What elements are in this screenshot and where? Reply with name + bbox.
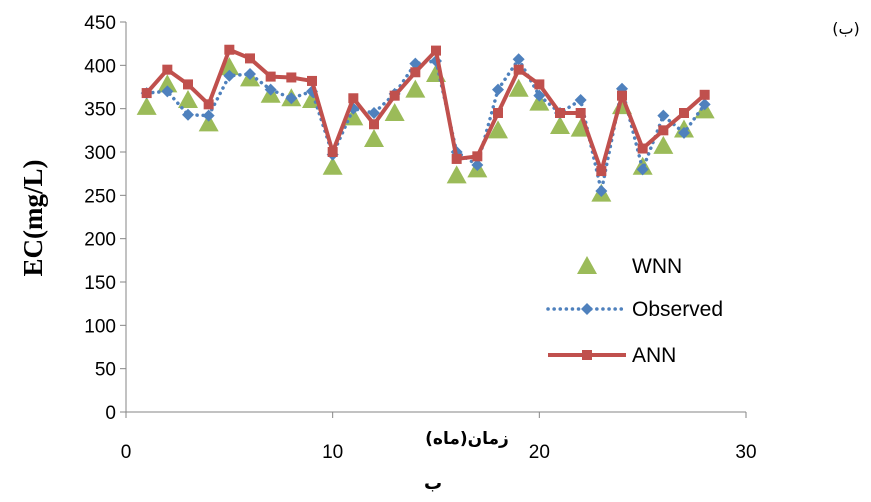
legend-marker-wnn (577, 256, 597, 274)
ann-point (183, 79, 193, 90)
x-tick-label: 30 (735, 442, 756, 463)
wnn-point (508, 78, 529, 97)
ann-point (141, 88, 152, 99)
legend-label-wnn: WNN (632, 255, 682, 278)
observed-point (471, 159, 484, 171)
observed-point (657, 109, 670, 122)
axes: 0 50 100 150 200 250 300 350 400 450 0 10 20 30 (84, 13, 756, 463)
ann-point (431, 45, 441, 56)
ann-point (472, 151, 483, 162)
observed-point (202, 109, 215, 122)
ann-point (265, 71, 276, 82)
y-tick-label: 300 (84, 143, 116, 164)
ann-point (493, 108, 503, 118)
observed-point (161, 85, 174, 98)
panel-label: (ب) (832, 19, 860, 38)
observed-point (182, 108, 194, 121)
series-wnn (136, 57, 715, 202)
ann-point (327, 147, 338, 157)
series-observed (140, 53, 711, 197)
observed-point (533, 89, 546, 102)
ann-point (658, 125, 669, 136)
y-axis-label: EC(mg/L) (18, 160, 48, 277)
ann-point (534, 79, 545, 90)
ann-point (451, 153, 462, 164)
figure-caption: ب (424, 473, 442, 494)
ann-point (162, 64, 173, 75)
ann-point (679, 108, 689, 118)
y-tick-label: 150 (84, 273, 116, 294)
legend-marker-ann (582, 350, 592, 360)
observed-point (285, 92, 298, 105)
wnn-point (219, 57, 240, 76)
y-tick-label: 400 (84, 56, 116, 77)
observed-point (368, 107, 380, 119)
observed-point (244, 68, 256, 80)
wnn-point (550, 116, 570, 134)
ann-point (348, 93, 359, 104)
wnn-point (488, 120, 508, 139)
y-tick-label: 100 (84, 316, 116, 337)
y-tick-label: 0 (105, 403, 116, 424)
wnn-point (322, 156, 343, 175)
wnn-point (446, 165, 467, 184)
series-ann (141, 44, 710, 177)
wnn-point (136, 96, 157, 115)
wnn-point (198, 113, 219, 132)
ann-line (145, 47, 706, 174)
wnn-point (653, 135, 674, 154)
y-tick-label: 450 (84, 13, 116, 34)
ann-point (555, 108, 565, 118)
ann-point (617, 90, 627, 101)
y-tick-label: 350 (84, 100, 116, 121)
observed-point (636, 163, 649, 176)
wnn-point (405, 79, 426, 98)
ann-point (699, 89, 710, 100)
legend-marker-observed (581, 303, 593, 315)
x-tick-label: 10 (322, 442, 343, 463)
observed-point (698, 98, 711, 111)
observed-point (512, 53, 525, 66)
y-tick-label: 50 (95, 360, 116, 381)
ann-point (286, 72, 297, 83)
ann-point (513, 64, 524, 75)
ann-point (410, 67, 421, 78)
ann-point (245, 53, 255, 64)
y-tick-label: 250 (84, 186, 116, 207)
legend-item-ann: ANN (548, 344, 676, 367)
wnn-point (178, 90, 198, 108)
y-tick-label: 200 (84, 230, 116, 251)
legend-label-observed: Observed (632, 298, 723, 321)
observed-point (574, 94, 587, 106)
ann-point (389, 90, 400, 101)
wnn-point (157, 74, 178, 93)
legend-item-wnn: WNN (577, 255, 682, 278)
legend: WNN Observed ANN (546, 255, 723, 367)
ann-point (369, 119, 379, 130)
ann-point (307, 75, 317, 86)
observed-point (223, 69, 236, 82)
observed-point (264, 83, 277, 96)
x-tick-label: 20 (529, 442, 550, 463)
x-axis-label: زمان(ماه) (425, 429, 509, 449)
ann-point (203, 99, 214, 110)
ann-point (224, 44, 235, 55)
observed-point (492, 83, 504, 96)
legend-label-ann: ANN (632, 344, 676, 367)
series-layer (136, 44, 715, 202)
ann-point (575, 108, 586, 118)
ann-point (596, 166, 607, 177)
observed-point (595, 185, 608, 197)
observed-point (678, 126, 690, 139)
legend-item-observed: Observed (546, 298, 723, 321)
ann-point (637, 143, 648, 154)
x-tick-label: 0 (121, 442, 132, 463)
wnn-point (364, 129, 384, 147)
wnn-point (384, 103, 405, 121)
